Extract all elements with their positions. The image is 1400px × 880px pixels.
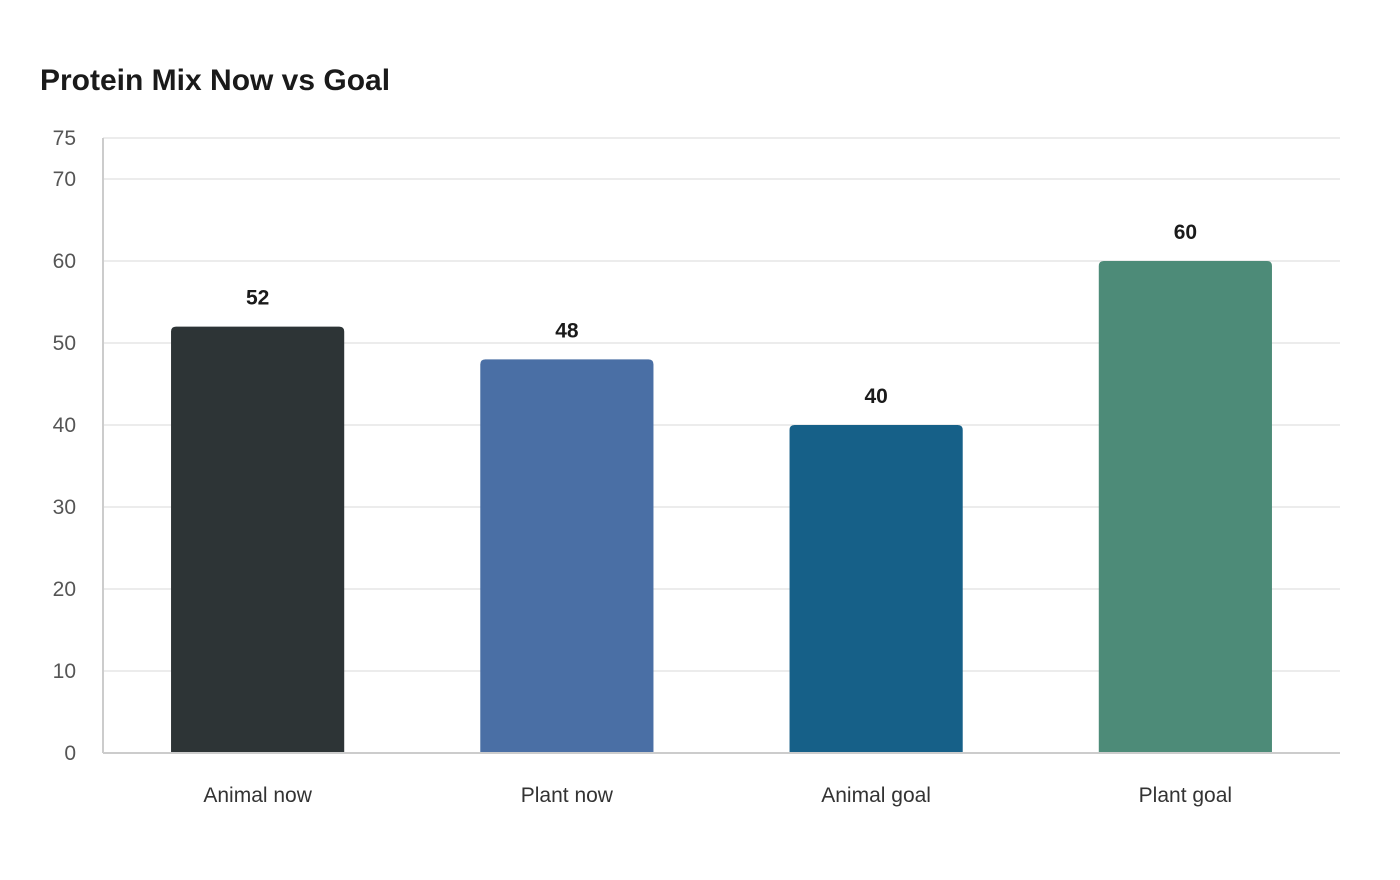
- y-tick-label: 20: [53, 578, 76, 601]
- y-tick-label: 40: [53, 414, 76, 437]
- y-axis: 0 10 20 30 40 50 60 70 75: [53, 127, 104, 765]
- data-label: 40: [864, 385, 887, 408]
- data-label: 60: [1174, 221, 1197, 244]
- bars: [171, 261, 1272, 753]
- y-tick-label: 0: [64, 742, 76, 765]
- data-labels: 52 48 40 60: [246, 221, 1197, 408]
- y-tick-label: 70: [53, 168, 76, 191]
- bar-plant-now: [480, 359, 654, 753]
- x-axis: Animal now Plant now Animal goal Plant goal: [103, 752, 1340, 807]
- bar-plant-goal: [1098, 261, 1272, 753]
- bar-animal-now: [171, 326, 345, 753]
- y-tick-label: 50: [53, 332, 76, 355]
- y-tick-label: 60: [53, 250, 76, 273]
- y-tick-label: 75: [53, 127, 76, 150]
- y-tick-label: 10: [53, 660, 76, 683]
- data-label: 52: [246, 287, 269, 310]
- data-label: 48: [555, 319, 579, 342]
- chart-title: Protein Mix Now vs Goal: [40, 64, 390, 97]
- y-tick-label: 30: [53, 496, 76, 519]
- x-tick-label: Animal now: [203, 784, 312, 807]
- bar-animal-goal: [789, 425, 963, 753]
- x-tick-label: Animal goal: [821, 784, 931, 807]
- x-tick-label: Plant goal: [1139, 784, 1232, 807]
- x-tick-label: Plant now: [521, 784, 614, 807]
